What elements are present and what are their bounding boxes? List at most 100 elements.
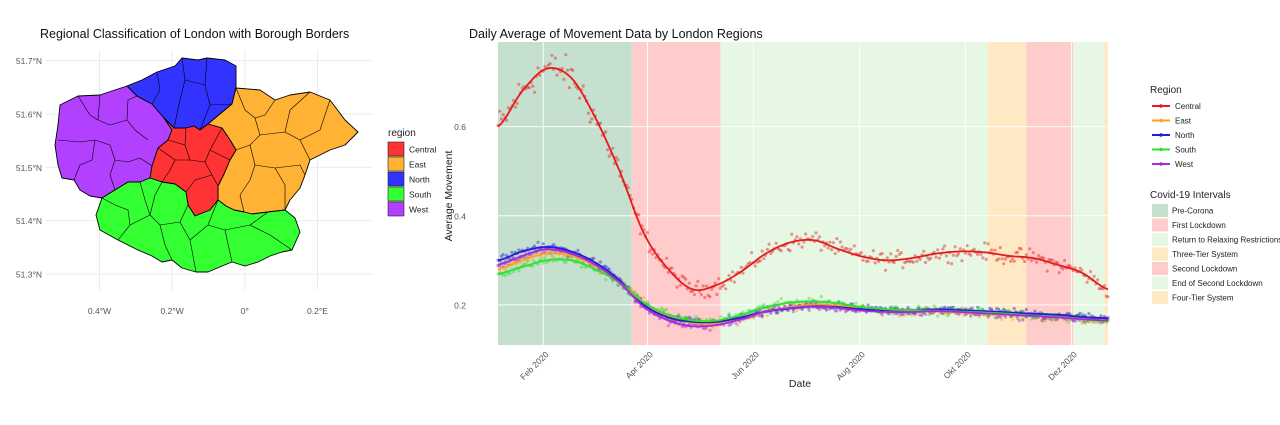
data-point-south (539, 257, 544, 261)
data-point-central (922, 249, 926, 253)
data-point-central (586, 111, 591, 115)
interval-legend-label-6: Four-Tier System (1172, 294, 1234, 303)
data-point-central (645, 231, 650, 235)
data-point-central (828, 240, 832, 244)
chart-y-tick-label: 0.4 (454, 211, 466, 221)
data-point-central (1054, 260, 1058, 264)
data-point-central (1036, 254, 1041, 258)
data-point-central (564, 53, 568, 57)
map-title: Regional Classification of London with B… (40, 27, 349, 41)
data-point-north (1082, 313, 1086, 317)
data-point-central (831, 241, 836, 245)
data-point-central (710, 287, 714, 291)
data-point-central (684, 277, 688, 281)
data-point-central (955, 254, 959, 258)
chart-panel: Daily Average of Movement Data by London… (443, 27, 1280, 390)
data-point-west (995, 316, 999, 320)
map-borough-borders (57, 57, 331, 273)
data-point-central (800, 245, 804, 249)
data-point-south (508, 271, 512, 275)
data-point-south (927, 313, 931, 317)
data-point-central (990, 248, 994, 252)
data-point-central (654, 256, 658, 260)
data-point-central (899, 251, 903, 255)
map-x-tick-label: 0.4°W (88, 306, 111, 316)
data-point-central (718, 286, 723, 290)
data-point-west (986, 314, 990, 318)
data-point-central (910, 259, 914, 263)
chart-x-tick-label: Dez 2020 (1046, 349, 1079, 382)
data-point-east (943, 312, 947, 316)
data-point-central (614, 155, 618, 160)
data-point-north (510, 250, 514, 254)
map-legend-swatch-central (387, 141, 405, 157)
data-point-north (917, 306, 921, 310)
data-point-central (1047, 258, 1051, 262)
data-point-central (817, 235, 822, 239)
data-point-central (531, 84, 535, 88)
chart-x-tick-label: Aug 2020 (834, 349, 867, 382)
data-point-central (925, 255, 929, 259)
data-point-central (786, 247, 790, 252)
data-point-north (950, 305, 954, 310)
chart-x-tick-label: Apr 2020 (623, 349, 655, 381)
data-point-west (757, 314, 761, 318)
data-point-central (903, 261, 907, 265)
data-point-central (724, 287, 728, 291)
data-point-central (692, 293, 697, 297)
data-point-south (511, 270, 516, 274)
map-y-tick-label: 51.7°N (16, 56, 42, 66)
data-point-central (976, 252, 980, 257)
data-point-central (769, 251, 773, 256)
data-point-south (969, 306, 973, 310)
data-point-east (642, 296, 646, 300)
interval-legend-swatch-3 (1152, 247, 1168, 261)
data-point-west (1073, 319, 1077, 323)
data-point-north (592, 256, 596, 260)
data-point-east (1056, 318, 1060, 322)
data-point-east (1010, 317, 1015, 321)
data-point-east (524, 255, 528, 259)
series-line-central (497, 67, 1109, 291)
data-point-west (998, 315, 1002, 319)
data-point-south (718, 315, 723, 319)
data-point-central (647, 250, 651, 254)
data-point-central (565, 68, 570, 72)
data-point-south (779, 297, 783, 301)
data-point-west (833, 309, 837, 313)
data-point-west (899, 313, 903, 317)
data-point-central (604, 130, 608, 134)
data-point-south (1080, 312, 1084, 316)
map-y-tick-labels: 51.7°N 51.6°N 51.5°N 51.4°N 51.3°N (16, 56, 42, 279)
region-legend-title: Region (1150, 85, 1182, 96)
interval-legend-label-1: First Lockdown (1172, 221, 1226, 230)
data-point-south (1054, 318, 1058, 322)
data-point-central (501, 112, 505, 117)
interval-legend-swatch-4 (1152, 262, 1168, 275)
data-point-west (703, 327, 707, 331)
data-point-central (691, 289, 695, 293)
data-point-west (541, 249, 545, 253)
data-point-south (524, 262, 528, 266)
data-point-central (611, 146, 615, 150)
data-point-north (501, 253, 505, 257)
data-point-central (915, 259, 919, 263)
data-point-north (786, 309, 790, 313)
data-point-central (1009, 259, 1013, 263)
data-point-central (515, 101, 519, 105)
map-x-tick-label: 0.2°W (161, 306, 184, 316)
data-point-south (923, 305, 928, 309)
data-point-west (616, 283, 620, 287)
data-point-west (1003, 315, 1008, 319)
data-point-central (760, 249, 764, 253)
data-point-south (1021, 309, 1025, 313)
data-point-north (976, 305, 980, 309)
data-point-east (633, 289, 637, 294)
data-point-south (943, 305, 947, 309)
region-legend-dot-west (1159, 162, 1163, 166)
data-point-south (998, 314, 1002, 318)
data-point-central (1010, 257, 1015, 261)
data-point-east (1083, 321, 1087, 326)
data-point-central (746, 262, 750, 266)
data-point-central (678, 283, 683, 287)
